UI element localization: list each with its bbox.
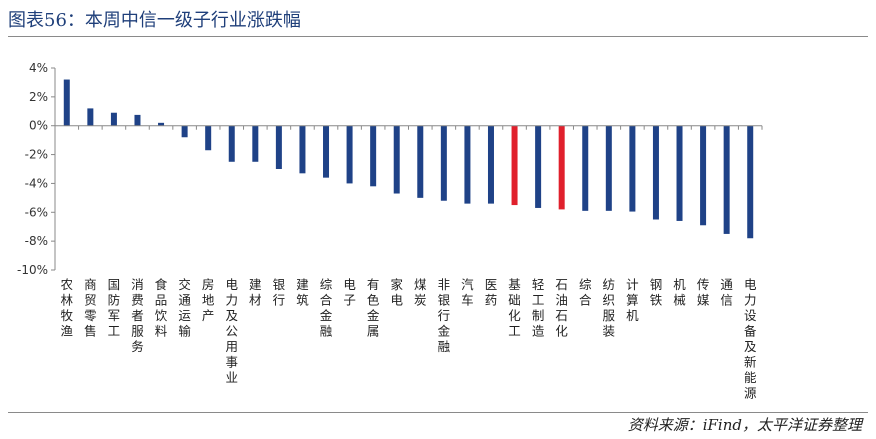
x-category-label: 计算机 (626, 277, 639, 323)
x-category-label: 轻工制造 (532, 277, 545, 339)
x-category-label: 电力设备及新能源 (744, 277, 757, 401)
bar (558, 125, 565, 210)
y-tick-label: 0% (29, 119, 48, 133)
x-category-label: 电力及公用事业 (225, 277, 238, 385)
x-category-label: 纺织服装 (603, 277, 616, 339)
bar (582, 125, 589, 211)
page-title: 图表56：本周中信一级子行业涨跌幅 (8, 10, 301, 31)
y-tick-label: 4% (29, 61, 48, 75)
bar (652, 125, 659, 220)
x-category-label: 建筑 (296, 277, 309, 308)
bar (63, 79, 70, 126)
bar (440, 125, 447, 201)
x-category-label: 综合 (579, 277, 592, 308)
bar (417, 125, 424, 198)
y-tick-label: -6% (25, 205, 48, 219)
source-note: 资料来源：iFind，太平洋证券整理 (627, 416, 862, 434)
bar (629, 125, 636, 212)
bar (323, 125, 330, 178)
y-tick-label: 2% (29, 90, 48, 104)
bar (676, 125, 683, 221)
bar (605, 125, 612, 211)
footer-divider (8, 412, 868, 413)
x-category-label: 食品饮料 (155, 277, 168, 339)
x-category-label: 汽车 (461, 277, 474, 308)
x-category-label: 农林牧渔 (61, 277, 74, 339)
x-category-label: 电子 (343, 277, 356, 308)
bar (487, 125, 494, 204)
y-tick-label: -10% (17, 263, 48, 277)
x-category-label: 建材 (249, 277, 262, 308)
bar (158, 122, 165, 126)
x-category-label: 钢铁 (650, 277, 663, 308)
x-category-label: 有色金属 (367, 277, 380, 339)
bar (252, 125, 259, 162)
bar (393, 125, 400, 194)
bar (228, 125, 235, 162)
bar (370, 125, 377, 187)
bar (535, 125, 542, 208)
x-category-label: 银行 (273, 277, 286, 308)
bar (181, 125, 188, 138)
bar (299, 125, 306, 174)
x-category-label: 交通运输 (178, 277, 191, 339)
x-category-label: 综合金融 (320, 277, 333, 339)
x-category-label: 机械 (673, 277, 686, 308)
x-category-label: 家电 (390, 277, 403, 308)
x-category-label: 房地产 (202, 277, 215, 323)
bar (275, 125, 282, 169)
x-category-label: 非银行金融 (438, 277, 451, 354)
bar (205, 125, 212, 151)
x-category-label: 基础化工 (508, 277, 521, 339)
x-category-label: 石油石化 (555, 277, 568, 339)
bar (511, 125, 518, 206)
x-category-label: 通信 (720, 277, 733, 308)
bar (464, 125, 471, 204)
x-category-label: 煤炭 (414, 277, 427, 308)
bar (723, 125, 730, 234)
bar (700, 125, 707, 226)
x-category-label: 消费者服务 (131, 277, 144, 354)
x-category-label: 医药 (485, 277, 498, 308)
x-category-label: 国防军工 (108, 277, 121, 339)
x-category-label: 商贸零售 (84, 277, 97, 339)
title-divider (8, 36, 868, 37)
y-tick-label: -8% (25, 234, 48, 248)
bar (134, 114, 141, 126)
bar (346, 125, 353, 184)
bar (110, 112, 117, 126)
x-category-label: 传媒 (697, 277, 710, 308)
y-tick-label: -4% (25, 176, 48, 190)
y-tick-label: -2% (25, 148, 48, 162)
bar (87, 108, 94, 126)
bar (747, 125, 754, 239)
